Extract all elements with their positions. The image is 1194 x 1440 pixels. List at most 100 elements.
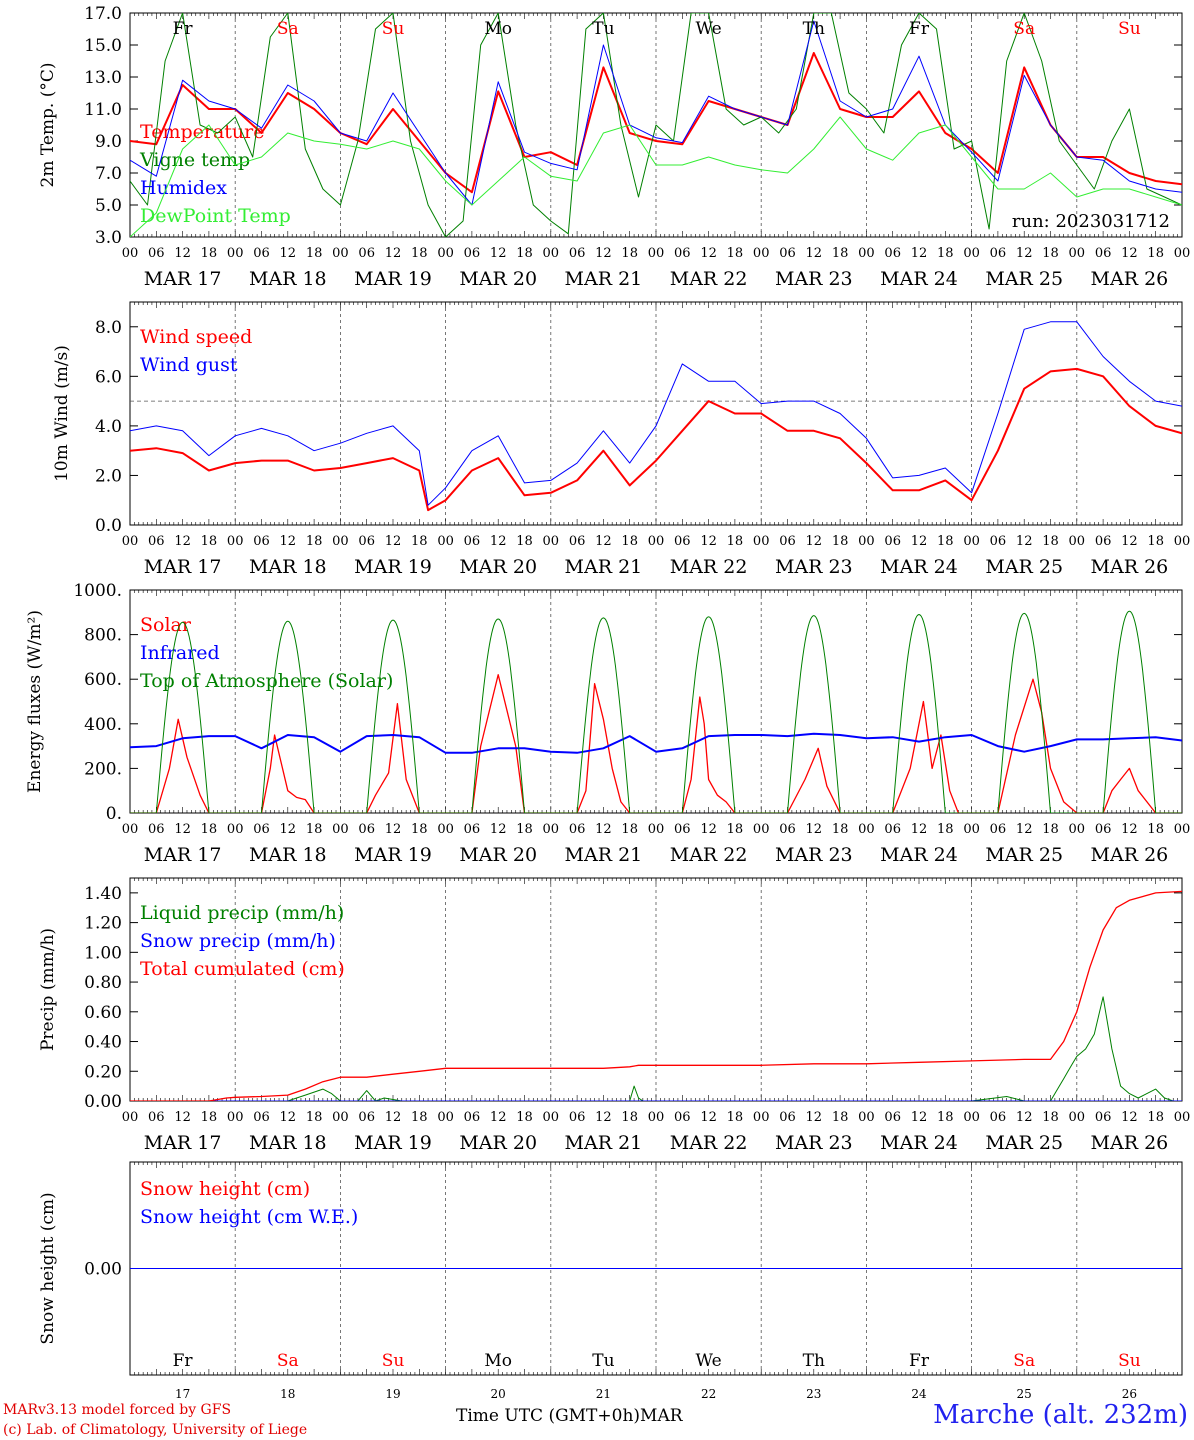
x-hour-label: 00 bbox=[753, 1110, 770, 1125]
x-hour-label: 06 bbox=[253, 1110, 270, 1125]
weekday-label: Tu bbox=[592, 1351, 614, 1371]
y-tick-label: 13.0 bbox=[84, 68, 122, 88]
x-hour-label: 18 bbox=[516, 246, 533, 261]
x-hour-label: 00 bbox=[648, 822, 665, 837]
day-number-label: 26 bbox=[1122, 1387, 1137, 1401]
x-hour-label: 00 bbox=[1174, 534, 1191, 549]
x-hour-label: 18 bbox=[832, 1110, 849, 1125]
x-hour-label: 12 bbox=[700, 246, 717, 261]
x-hour-label: 18 bbox=[306, 246, 323, 261]
x-hour-label: 18 bbox=[516, 822, 533, 837]
x-hour-label: 18 bbox=[937, 822, 954, 837]
x-hour-label: 06 bbox=[1095, 246, 1112, 261]
x-hour-label: 12 bbox=[1121, 534, 1138, 549]
x-hour-label: 06 bbox=[1095, 534, 1112, 549]
x-hour-label: 18 bbox=[306, 1110, 323, 1125]
x-date-label: MAR 25 bbox=[985, 556, 1063, 578]
y-tick-label: 0.00 bbox=[84, 1092, 122, 1112]
x-hour-label: 12 bbox=[385, 1110, 402, 1125]
x-hour-label: 00 bbox=[122, 1110, 139, 1125]
series-wind-speed bbox=[130, 367, 1182, 512]
x-hour-label: 06 bbox=[990, 822, 1007, 837]
legend-entry: Top of Atmosphere (Solar) bbox=[140, 670, 393, 692]
y-tick-label: 1.40 bbox=[84, 884, 122, 904]
x-hour-label: 18 bbox=[727, 822, 744, 837]
x-hour-label: 00 bbox=[437, 534, 454, 549]
y-tick-label: 6.0 bbox=[95, 367, 122, 387]
x-hour-label: 12 bbox=[595, 822, 612, 837]
y-tick-label: 8.0 bbox=[95, 318, 122, 338]
weekday-label: We bbox=[696, 1351, 722, 1371]
weekday-label: Fr bbox=[909, 19, 930, 39]
x-date-label: MAR 22 bbox=[670, 556, 748, 578]
x-hour-label: 12 bbox=[700, 1110, 717, 1125]
weekday-label: Sa bbox=[1013, 19, 1035, 39]
x-date-label: MAR 20 bbox=[459, 268, 537, 290]
x-hour-label: 12 bbox=[1121, 246, 1138, 261]
y-tick-label: 4.0 bbox=[95, 417, 122, 437]
weekday-label: Sa bbox=[1013, 1351, 1035, 1371]
x-hour-label: 12 bbox=[595, 534, 612, 549]
x-date-label: MAR 23 bbox=[775, 556, 853, 578]
x-hour-label: 06 bbox=[253, 534, 270, 549]
x-hour-label: 00 bbox=[543, 534, 560, 549]
x-hour-label: 00 bbox=[122, 822, 139, 837]
x-hour-label: 12 bbox=[490, 534, 507, 549]
x-hour-label: 18 bbox=[832, 534, 849, 549]
x-hour-label: 12 bbox=[911, 1110, 928, 1125]
x-date-label: MAR 23 bbox=[775, 1132, 853, 1154]
series-solar bbox=[130, 674, 1182, 813]
x-hour-label: 00 bbox=[858, 534, 875, 549]
x-hour-label: 00 bbox=[122, 246, 139, 261]
x-date-label: MAR 24 bbox=[880, 556, 958, 578]
x-hour-label: 00 bbox=[122, 534, 139, 549]
x-hour-label: 06 bbox=[569, 534, 586, 549]
x-date-label: MAR 23 bbox=[775, 844, 853, 866]
x-date-label: MAR 23 bbox=[775, 268, 853, 290]
weekday-label: Mo bbox=[484, 1351, 512, 1371]
series-top-of-atmosphere-solar bbox=[130, 610, 1182, 813]
credit-line-model: MARv3.13 model forced by GFS bbox=[3, 1402, 232, 1418]
x-hour-label: 06 bbox=[990, 1110, 1007, 1125]
y-tick-label: 1000. bbox=[73, 581, 122, 601]
x-hour-label: 06 bbox=[148, 822, 165, 837]
x-hour-label: 12 bbox=[385, 822, 402, 837]
day-number-label: 23 bbox=[806, 1387, 821, 1401]
y-tick-label: 800. bbox=[84, 626, 122, 646]
x-date-label: MAR 18 bbox=[249, 556, 327, 578]
x-hour-label: 12 bbox=[911, 534, 928, 549]
x-date-label: MAR 17 bbox=[144, 268, 222, 290]
x-hour-label: 18 bbox=[1042, 534, 1059, 549]
x-hour-label: 18 bbox=[201, 822, 218, 837]
x-hour-label: 06 bbox=[779, 246, 796, 261]
x-hour-label: 18 bbox=[1042, 246, 1059, 261]
panel-3: 0. 200. 400. 600. 800. 1000. Energy fluxes (W/… bbox=[25, 581, 1190, 866]
x-date-label: MAR 21 bbox=[565, 844, 643, 866]
x-hour-label: 00 bbox=[1069, 1110, 1086, 1125]
legend-entry: Temperature bbox=[140, 121, 264, 143]
x-hour-label: 06 bbox=[148, 246, 165, 261]
x-hour-label: 00 bbox=[753, 822, 770, 837]
y-axis-title: Precip (mm/h) bbox=[38, 928, 58, 1051]
x-date-label: MAR 20 bbox=[459, 844, 537, 866]
y-tick-label: 3.0 bbox=[95, 228, 122, 248]
x-date-label: MAR 17 bbox=[144, 1132, 222, 1154]
legend-entry: Liquid precip (mm/h) bbox=[140, 902, 344, 924]
x-date-label: MAR 24 bbox=[880, 844, 958, 866]
panel-2: 0.0 2.0 4.0 6.0 8.0 10m Wind (m/s) Wind speed W… bbox=[52, 301, 1191, 578]
x-axis-title: Time UTC (GMT+0h)MAR bbox=[456, 1406, 683, 1426]
y-axis-title: 2m Temp. (°C) bbox=[38, 62, 58, 187]
legend-entry: Infrared bbox=[140, 642, 220, 664]
y-tick-label: 0.80 bbox=[84, 973, 122, 993]
x-hour-label: 00 bbox=[858, 1110, 875, 1125]
x-hour-label: 00 bbox=[332, 822, 349, 837]
y-tick-label: 5.0 bbox=[95, 196, 122, 216]
x-hour-label: 18 bbox=[621, 1110, 638, 1125]
x-hour-label: 12 bbox=[280, 1110, 297, 1125]
x-hour-label: 18 bbox=[411, 534, 428, 549]
x-hour-label: 06 bbox=[674, 822, 691, 837]
x-hour-label: 12 bbox=[174, 822, 191, 837]
day-number-label: 19 bbox=[385, 1387, 400, 1401]
y-axis-title: Snow height (cm) bbox=[38, 1192, 58, 1344]
